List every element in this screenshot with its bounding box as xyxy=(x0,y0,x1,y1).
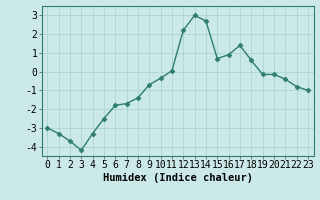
X-axis label: Humidex (Indice chaleur): Humidex (Indice chaleur) xyxy=(103,173,252,183)
